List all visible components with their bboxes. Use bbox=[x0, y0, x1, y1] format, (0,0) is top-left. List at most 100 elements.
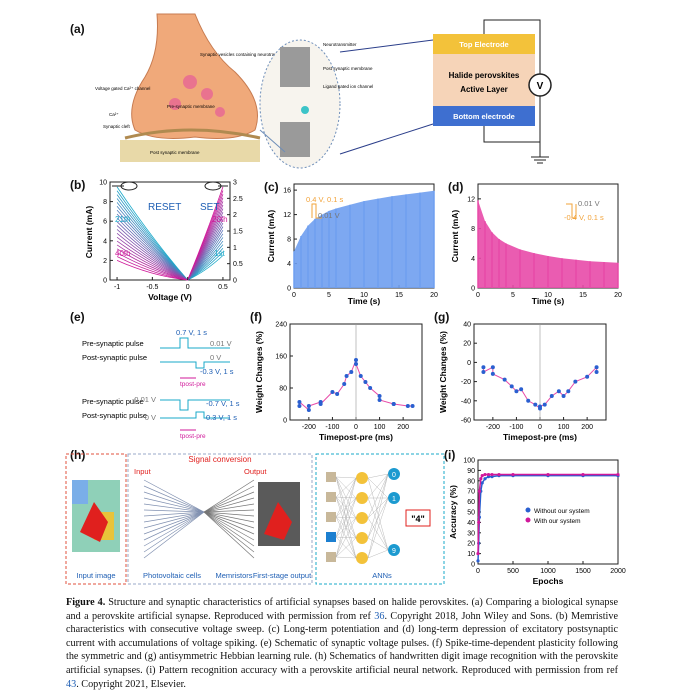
pre-pulse-label-2: Pre-synaptic pulse bbox=[82, 397, 144, 406]
pre-pulse-trace bbox=[160, 337, 230, 349]
y-tick-label: 70 bbox=[467, 489, 475, 496]
y2-tick-label: 2.5 bbox=[233, 196, 243, 203]
chart-c-xlabel: Time (s) bbox=[348, 296, 381, 306]
y-tick-label: 80 bbox=[279, 386, 287, 393]
series-point bbox=[479, 477, 483, 481]
x-tick-label: 20 bbox=[430, 292, 438, 299]
set-ellipse bbox=[204, 181, 222, 191]
edge bbox=[367, 473, 389, 519]
y-tick-label: 100 bbox=[463, 458, 475, 465]
series-point bbox=[480, 481, 484, 485]
neurotransmitter-dot bbox=[301, 106, 309, 114]
y-tick-label: -20 bbox=[461, 379, 471, 386]
ligand-label: Ligand gated ion channel bbox=[323, 84, 373, 89]
bar-area bbox=[478, 200, 618, 288]
fan-line-right bbox=[203, 479, 255, 513]
bottom-electrode-label: Bottom electrode bbox=[453, 112, 515, 121]
data-point bbox=[344, 374, 349, 378]
label-1st: 1st bbox=[214, 249, 225, 258]
fan-line-left bbox=[143, 491, 205, 513]
y-tick-label: 40 bbox=[463, 322, 471, 329]
fan-array bbox=[143, 479, 255, 559]
y-tick-label: 0 bbox=[471, 562, 475, 569]
data-point bbox=[377, 394, 382, 398]
reset-curve bbox=[116, 260, 188, 281]
synaptic-cleft-line bbox=[124, 128, 261, 140]
series-point bbox=[486, 472, 491, 477]
pulse-d-label-1: 0.01 V bbox=[578, 199, 600, 208]
fan-line-right bbox=[203, 511, 255, 553]
caption-ref-43[interactable]: 43 bbox=[66, 678, 77, 690]
fan-line-left bbox=[143, 511, 205, 559]
pulse-d-label-2: -0.4 V, 0.1 s bbox=[564, 213, 604, 222]
label-40th: 40th bbox=[115, 249, 131, 258]
series-point bbox=[477, 520, 481, 524]
chart-c: 0 5 10 15 20 0 4 8 12 16 0.4 V, 0.1 s 0.01 V Time… bbox=[266, 183, 438, 306]
data-point bbox=[594, 365, 599, 370]
series-point bbox=[483, 477, 487, 481]
x-tick-label: 15 bbox=[395, 292, 403, 299]
chart-b-xlabel: Voltage (V) bbox=[148, 292, 192, 302]
vesicle bbox=[201, 88, 213, 100]
chart-i-ylabel: Accuracy (%) bbox=[448, 485, 458, 539]
output-digit: 9 bbox=[392, 548, 396, 555]
series-point bbox=[476, 552, 480, 556]
x-tick-label: 0 bbox=[292, 292, 296, 299]
data-point bbox=[363, 380, 368, 384]
edge bbox=[335, 497, 357, 558]
x-tick-label: -1 bbox=[114, 284, 120, 291]
neurotransmitter-label: Neurotransmitter bbox=[323, 42, 357, 47]
post-pulse-trace bbox=[160, 361, 230, 369]
caption-figure-number: Figure 4. bbox=[66, 597, 106, 608]
v03-label: 0.3 V, 1 s bbox=[206, 413, 237, 422]
ca-label: Ca²⁺ bbox=[109, 112, 119, 117]
channel-top bbox=[280, 47, 310, 87]
edge bbox=[367, 537, 389, 551]
output-digit: 0 bbox=[392, 472, 396, 479]
synaptic-vesicles-label: Synaptic vesicles containing neurotransm… bbox=[200, 52, 293, 57]
data-point bbox=[481, 370, 486, 374]
hidden-node bbox=[356, 492, 368, 504]
x-tick-label: 0 bbox=[476, 292, 480, 299]
data-point bbox=[377, 398, 382, 402]
fan-line-left bbox=[143, 503, 205, 513]
data-point bbox=[306, 408, 311, 412]
tpp-label: tpost-pre bbox=[180, 381, 206, 388]
edge bbox=[367, 517, 389, 551]
label-f: (f) bbox=[250, 310, 262, 324]
pre-pulse-label: Pre-synaptic pulse bbox=[82, 339, 144, 348]
edge bbox=[335, 476, 357, 479]
label-e: (e) bbox=[70, 310, 85, 324]
y2-tick-label: 1 bbox=[233, 245, 237, 252]
y-tick-label: 12 bbox=[283, 212, 291, 219]
post-pulse-label-2: Post-synaptic pulse bbox=[82, 411, 147, 420]
x-tick-label: -0.5 bbox=[146, 284, 158, 291]
x-tick-label: 1000 bbox=[540, 568, 556, 575]
series-point bbox=[477, 489, 481, 493]
post-membrane-label: Post synaptic membrane bbox=[323, 66, 373, 71]
pulse-c-icon bbox=[311, 203, 322, 219]
data-point bbox=[368, 386, 373, 390]
fan-line-left bbox=[143, 511, 205, 535]
label-h: (h) bbox=[70, 448, 86, 462]
y-tick-label: 0 bbox=[103, 278, 107, 285]
fan-line-right bbox=[203, 511, 255, 529]
data-point bbox=[514, 389, 519, 394]
chart-f-xlabel: Timepost-pre (ms) bbox=[319, 432, 393, 442]
x-tick-label: 10 bbox=[544, 292, 552, 299]
device-connector-bottom bbox=[339, 123, 434, 155]
legend-marker-without bbox=[525, 507, 531, 513]
fan-line-left bbox=[143, 479, 205, 513]
y-tick-label: 4 bbox=[103, 238, 107, 245]
fan-line-left bbox=[143, 511, 205, 529]
ann-box bbox=[315, 453, 445, 585]
chart-b: -1 -0.5 0 0.5 0 2 4 6 8 10 0 0.5 1 1.5 2 2.5 3 RESET SET… bbox=[84, 180, 243, 303]
caption-ref-36[interactable]: 36 bbox=[374, 610, 385, 622]
x-tick-label: -200 bbox=[302, 424, 316, 431]
x-tick-label: 100 bbox=[558, 424, 570, 431]
memristors-label: Memristors bbox=[215, 571, 252, 580]
series-point bbox=[497, 472, 501, 477]
y-tick-label: 80 bbox=[467, 478, 475, 485]
chart-g-ylabel: Weight Changes (%) bbox=[438, 331, 448, 413]
